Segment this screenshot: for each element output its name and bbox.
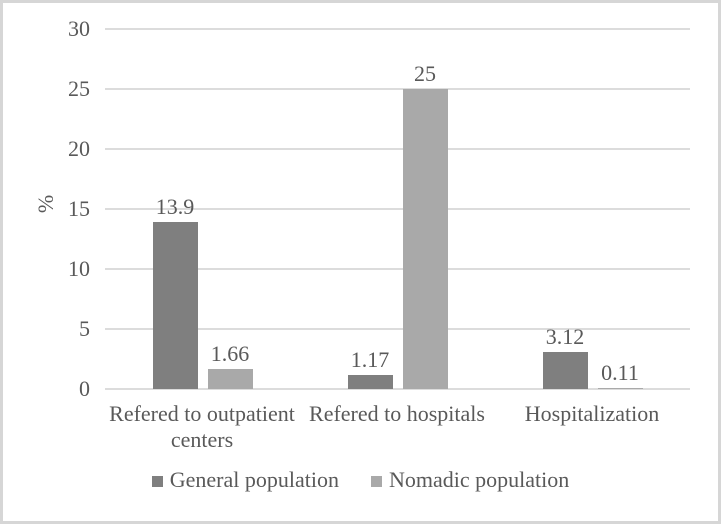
bar-nomadic-population-2 (597, 387, 643, 389)
y-tick-label: 5 (79, 316, 90, 341)
gridline (105, 88, 690, 90)
gridline (105, 268, 690, 270)
y-tick-label: 25 (68, 76, 90, 101)
x-category-label-hospitalization: Hospitalization (524, 401, 660, 426)
legend-label: Nomadic population (388, 467, 570, 492)
gridline (105, 28, 690, 30)
y-tick-label: 10 (68, 256, 90, 281)
bar-value-label: 13.9 (155, 194, 195, 220)
y-tick-label: 0 (79, 376, 90, 401)
legend-label: General population (169, 467, 339, 492)
bar-nomadic-population-0 (207, 369, 253, 389)
y-tick-label: 30 (68, 16, 90, 41)
bar-value-label: 0.11 (601, 359, 639, 385)
legend: General population Nomadic population (0, 466, 721, 494)
y-tick-label: 15 (68, 196, 90, 221)
legend-item-general-population: General population (151, 466, 339, 494)
gridline (105, 148, 690, 150)
bar-value-label: 1.17 (350, 346, 390, 372)
gridline (105, 208, 690, 210)
legend-swatch-icon (370, 475, 382, 487)
bar-general-population-0 (152, 222, 198, 389)
bar-general-population-1 (347, 374, 393, 389)
gridline (105, 328, 690, 330)
x-category-label-hospitals: Refered to hospitals (309, 401, 485, 426)
x-axis-line (105, 388, 690, 390)
x-category-label-outpatient: Refered to outpatient centers (109, 401, 295, 452)
bar-value-label: 3.12 (545, 323, 585, 349)
bar-value-label: 1.66 (210, 341, 250, 367)
legend-item-nomadic-population: Nomadic population (370, 466, 570, 494)
bar-value-label: 25 (414, 61, 436, 86)
y-tick-label: 20 (68, 136, 90, 161)
bar-general-population-2 (542, 351, 588, 389)
legend-swatch-icon (151, 475, 163, 487)
bar-nomadic-population-1 (402, 89, 448, 389)
